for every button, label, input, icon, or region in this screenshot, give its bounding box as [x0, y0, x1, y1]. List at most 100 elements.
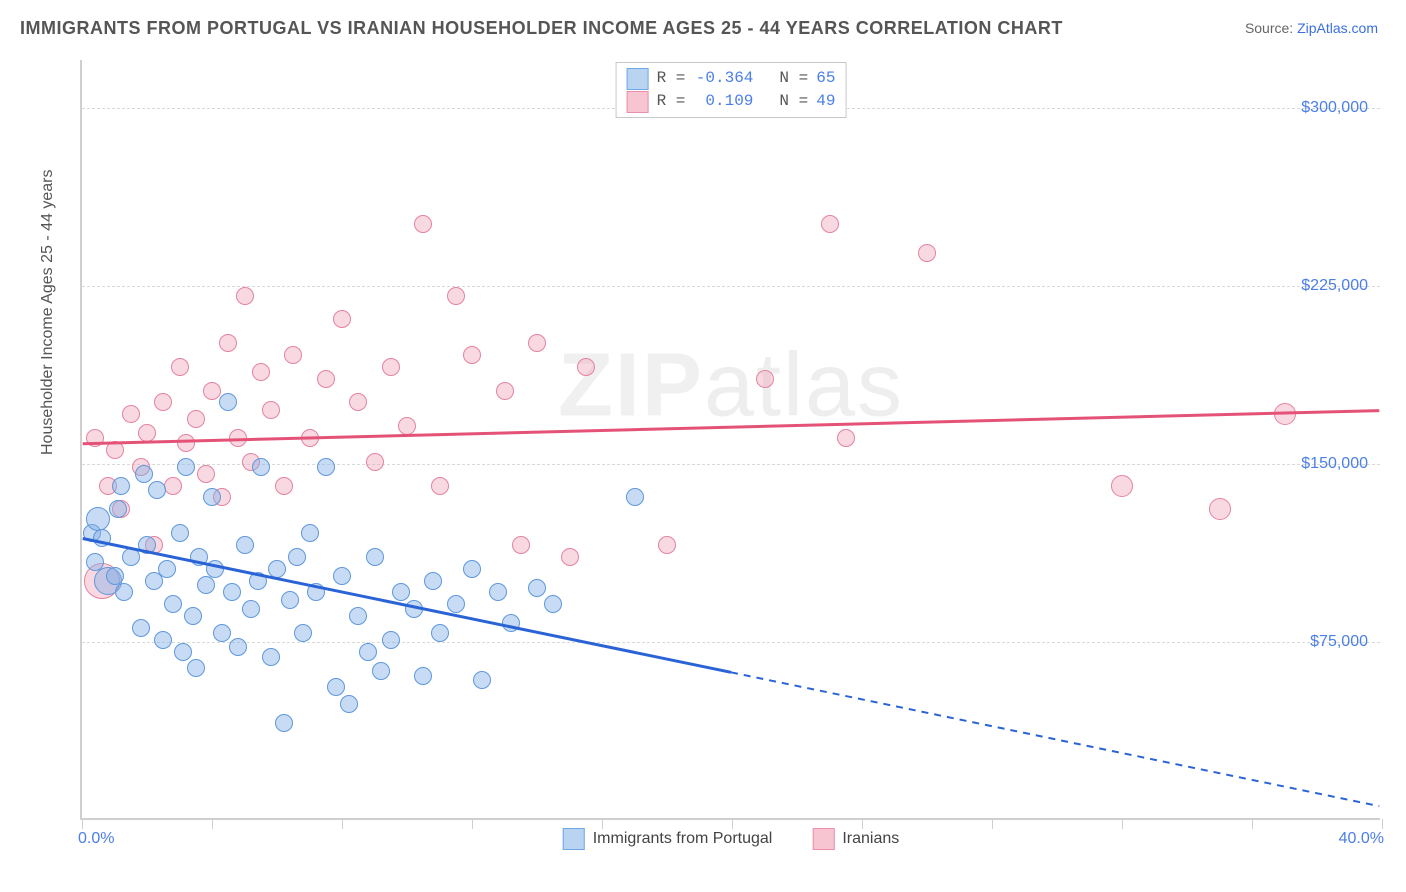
portugal-point [528, 579, 546, 597]
portugal-point [132, 619, 150, 637]
portugal-point [242, 600, 260, 618]
portugal-point [122, 548, 140, 566]
iranians-point [275, 477, 293, 495]
iranians-point [317, 370, 335, 388]
iranians-point [236, 287, 254, 305]
portugal-point [187, 659, 205, 677]
r-label: R = [657, 90, 686, 113]
iranians-point [349, 393, 367, 411]
x-tick [732, 819, 733, 829]
correlation-legend-row: R =-0.364N =65 [627, 67, 836, 90]
iranians-point [262, 401, 280, 419]
watermark-zip: ZIP [558, 335, 704, 435]
iranians-point [333, 310, 351, 328]
iranians-point [496, 382, 514, 400]
x-tick [862, 819, 863, 829]
iranians-point [512, 536, 530, 554]
x-tick [212, 819, 213, 829]
r-label: R = [657, 67, 686, 90]
portugal-point [86, 507, 110, 531]
portugal-point [275, 714, 293, 732]
iranians-point [187, 410, 205, 428]
portugal-point [366, 548, 384, 566]
iranians-point [577, 358, 595, 376]
series-legend: Immigrants from PortugalIranians [563, 828, 900, 850]
gridline [82, 642, 1380, 643]
portugal-point [190, 548, 208, 566]
gridline [82, 286, 1380, 287]
iranians-point [431, 477, 449, 495]
iranians-point [382, 358, 400, 376]
portugal-point [252, 458, 270, 476]
iranians-point [203, 382, 221, 400]
portugal-point [171, 524, 189, 542]
portugal-point [414, 667, 432, 685]
portugal-point [219, 393, 237, 411]
n-value: 49 [816, 90, 835, 113]
portugal-point [288, 548, 306, 566]
iranians-point [229, 429, 247, 447]
portugal-point [317, 458, 335, 476]
portugal-point [626, 488, 644, 506]
portugal-point [268, 560, 286, 578]
iranians-point [252, 363, 270, 381]
portugal-point [213, 624, 231, 642]
portugal-point [301, 524, 319, 542]
x-axis-end-label: 40.0% [1339, 830, 1384, 848]
iranians-point [138, 424, 156, 442]
portugal-point [382, 631, 400, 649]
correlation-legend: R =-0.364N =65R = 0.109N =49 [616, 62, 847, 118]
source-link[interactable]: ZipAtlas.com [1297, 20, 1378, 36]
portugal-point [489, 583, 507, 601]
iranians-point [756, 370, 774, 388]
portugal-point [463, 560, 481, 578]
portugal-point [223, 583, 241, 601]
trend-lines [82, 60, 1380, 818]
portugal-point [197, 576, 215, 594]
legend-swatch [627, 91, 649, 113]
x-tick [1382, 819, 1383, 829]
iranians-point [821, 215, 839, 233]
x-tick [82, 819, 83, 829]
iranians-point [154, 393, 172, 411]
portugal-point [138, 536, 156, 554]
iranians-point [398, 417, 416, 435]
iranians-point [414, 215, 432, 233]
portugal-point [424, 572, 442, 590]
portugal-point [236, 536, 254, 554]
y-axis-label: Householder Income Ages 25 - 44 years [39, 170, 57, 456]
iranians-point [164, 477, 182, 495]
portugal-point [115, 583, 133, 601]
iranians-point [177, 434, 195, 452]
iranians-point [658, 536, 676, 554]
n-label: N = [779, 67, 808, 90]
x-tick [472, 819, 473, 829]
portugal-point [392, 583, 410, 601]
portugal-point [340, 695, 358, 713]
r-value: -0.364 [693, 67, 753, 90]
portugal-point [164, 595, 182, 613]
series-legend-label: Immigrants from Portugal [593, 830, 773, 848]
iranians-point [918, 244, 936, 262]
x-axis-start-label: 0.0% [78, 830, 114, 848]
portugal-point [333, 567, 351, 585]
portugal-point [203, 488, 221, 506]
legend-swatch [563, 828, 585, 850]
portugal-point [106, 567, 124, 585]
iranians-point [837, 429, 855, 447]
y-tick-label: $75,000 [1310, 633, 1368, 651]
n-label: N = [779, 90, 808, 113]
legend-swatch [812, 828, 834, 850]
source-label: Source: [1245, 20, 1293, 36]
portugal-point [447, 595, 465, 613]
x-tick [1122, 819, 1123, 829]
portugal-point [372, 662, 390, 680]
portugal-point [294, 624, 312, 642]
portugal-point [262, 648, 280, 666]
legend-swatch [627, 68, 649, 90]
portugal-point [93, 529, 111, 547]
portugal-point [206, 560, 224, 578]
plot-area: ZIPatlas R =-0.364N =65R = 0.109N =49 0.… [80, 60, 1380, 820]
x-tick [992, 819, 993, 829]
portugal-point [112, 477, 130, 495]
